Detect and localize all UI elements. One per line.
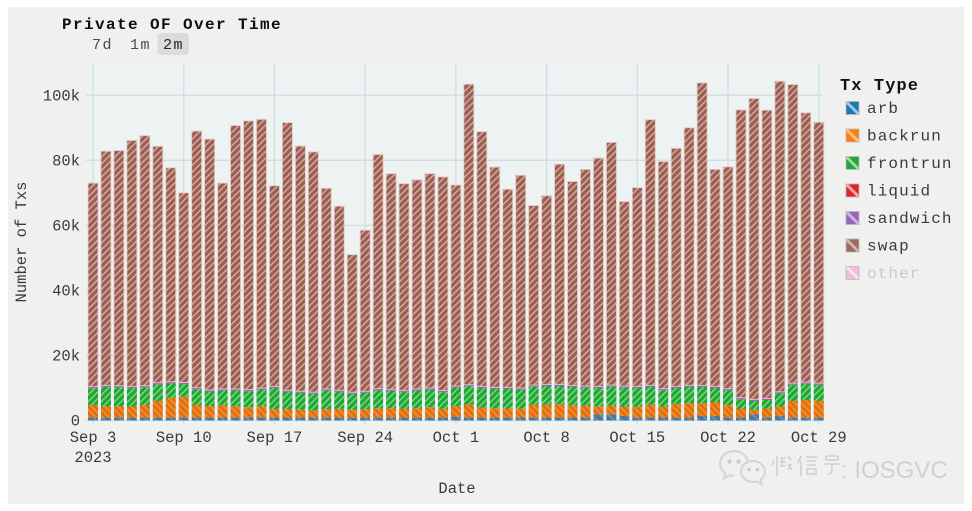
svg-text:1m: 1m	[130, 37, 151, 54]
svg-text:frontrun: frontrun	[867, 155, 953, 173]
svg-text:Oct 15: Oct 15	[609, 429, 665, 447]
svg-text:Sep 10: Sep 10	[156, 429, 212, 447]
svg-text:7d: 7d	[92, 37, 113, 54]
svg-text:Sep 17: Sep 17	[247, 429, 303, 447]
svg-text:sandwich: sandwich	[867, 210, 953, 228]
svg-text:Oct 29: Oct 29	[791, 429, 847, 447]
svg-text:: IOSGVC: : IOSGVC	[841, 457, 948, 484]
svg-text:Sep 3: Sep 3	[70, 429, 117, 447]
svg-text:Private OF Over Time: Private OF Over Time	[62, 16, 282, 34]
svg-text:Date: Date	[438, 480, 475, 498]
svg-text:80k: 80k	[52, 152, 80, 170]
svg-text:20k: 20k	[52, 347, 80, 365]
svg-text:Sep 24: Sep 24	[337, 429, 393, 447]
svg-text:Tx Type: Tx Type	[840, 77, 919, 96]
svg-text:Oct 1: Oct 1	[433, 429, 480, 447]
svg-text:arb: arb	[867, 100, 899, 118]
svg-text:swap: swap	[867, 238, 910, 256]
svg-text:Number of Txs: Number of Txs	[13, 182, 31, 303]
svg-text:40k: 40k	[52, 282, 80, 300]
svg-text:100k: 100k	[43, 87, 80, 105]
svg-text:backrun: backrun	[867, 128, 942, 146]
svg-text:2m: 2m	[163, 37, 184, 54]
svg-text:60k: 60k	[52, 217, 80, 235]
svg-text:other: other	[867, 265, 921, 283]
svg-text:liquid: liquid	[867, 183, 931, 201]
svg-text:2023: 2023	[74, 449, 111, 467]
svg-text:0: 0	[71, 413, 80, 431]
svg-text:Oct 22: Oct 22	[700, 429, 756, 447]
svg-text:Oct 8: Oct 8	[523, 429, 570, 447]
